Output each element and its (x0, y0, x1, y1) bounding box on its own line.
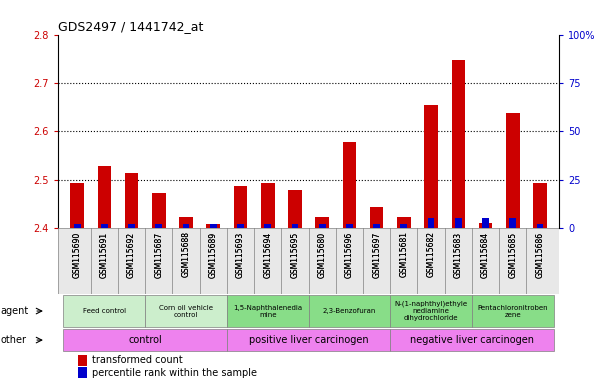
Bar (343, 142, 356, 228)
Text: GSM115685: GSM115685 (508, 232, 518, 278)
Bar (533, 183, 547, 228)
Bar (70, 183, 84, 228)
Bar (128, 224, 135, 228)
Text: GSM115682: GSM115682 (426, 232, 436, 277)
Text: GSM115692: GSM115692 (127, 232, 136, 278)
Text: GSM115683: GSM115683 (454, 232, 463, 278)
Text: positive liver carcinogen: positive liver carcinogen (249, 335, 368, 345)
FancyBboxPatch shape (227, 295, 309, 327)
Text: other: other (1, 335, 27, 345)
Text: GSM115688: GSM115688 (181, 232, 191, 277)
Bar (155, 224, 162, 228)
Bar (536, 224, 543, 228)
Text: GSM115689: GSM115689 (209, 232, 218, 278)
FancyBboxPatch shape (390, 295, 472, 327)
Bar (152, 193, 166, 228)
Bar (397, 217, 411, 228)
Text: GSM115694: GSM115694 (263, 232, 273, 278)
Bar (125, 174, 138, 228)
Text: GSM115693: GSM115693 (236, 232, 245, 278)
Text: GSM115681: GSM115681 (400, 232, 408, 277)
Text: GSM115687: GSM115687 (155, 232, 163, 278)
FancyBboxPatch shape (64, 329, 227, 351)
Text: GSM115691: GSM115691 (100, 232, 109, 278)
FancyBboxPatch shape (309, 295, 390, 327)
Text: GSM115687: GSM115687 (155, 232, 163, 278)
Bar (288, 190, 302, 228)
Text: percentile rank within the sample: percentile rank within the sample (92, 368, 257, 378)
Text: GSM115697: GSM115697 (372, 232, 381, 278)
Text: GSM115681: GSM115681 (400, 232, 408, 277)
Bar (482, 218, 489, 228)
FancyBboxPatch shape (145, 295, 227, 327)
Bar (315, 217, 329, 228)
Bar (210, 224, 217, 228)
Text: GSM115693: GSM115693 (236, 232, 245, 278)
Text: Pentachloronitroben
zene: Pentachloronitroben zene (477, 305, 548, 318)
Bar (400, 224, 408, 228)
Bar (370, 207, 384, 228)
Bar (98, 166, 111, 228)
FancyBboxPatch shape (390, 329, 554, 351)
Text: 1,5-Naphthalenedia
mine: 1,5-Naphthalenedia mine (233, 305, 302, 318)
Bar (74, 224, 81, 228)
Bar (424, 105, 438, 228)
Bar (506, 113, 519, 228)
Text: GSM115682: GSM115682 (426, 232, 436, 277)
Text: transformed count: transformed count (92, 355, 183, 365)
Bar (179, 217, 193, 228)
Bar (207, 224, 220, 228)
Bar (373, 224, 380, 228)
Text: GSM115696: GSM115696 (345, 232, 354, 278)
Bar (452, 60, 465, 228)
Bar (183, 224, 189, 228)
Bar (291, 224, 298, 228)
Bar (78, 355, 87, 366)
Text: GSM115695: GSM115695 (290, 232, 299, 278)
Bar (265, 224, 271, 228)
Text: GSM115697: GSM115697 (372, 232, 381, 278)
Text: agent: agent (1, 306, 29, 316)
Text: GSM115686: GSM115686 (535, 232, 544, 278)
Text: GSM115688: GSM115688 (181, 232, 191, 277)
Bar (78, 367, 87, 378)
Text: GSM115694: GSM115694 (263, 232, 273, 278)
Bar (479, 223, 492, 228)
Text: GSM115680: GSM115680 (318, 232, 327, 278)
FancyBboxPatch shape (472, 295, 554, 327)
Text: GSM115684: GSM115684 (481, 232, 490, 278)
Text: GSM115683: GSM115683 (454, 232, 463, 278)
FancyBboxPatch shape (227, 329, 390, 351)
Text: GSM115692: GSM115692 (127, 232, 136, 278)
Text: GSM115686: GSM115686 (535, 232, 544, 278)
FancyBboxPatch shape (64, 295, 145, 327)
Text: negative liver carcinogen: negative liver carcinogen (410, 335, 534, 345)
Text: GSM115685: GSM115685 (508, 232, 518, 278)
Text: GSM115691: GSM115691 (100, 232, 109, 278)
Text: N-(1-naphthyl)ethyle
nediamine
dihydrochloride: N-(1-naphthyl)ethyle nediamine dihydroch… (395, 301, 467, 321)
Text: GSM115684: GSM115684 (481, 232, 490, 278)
Text: GSM115695: GSM115695 (290, 232, 299, 278)
Text: 2,3-Benzofuran: 2,3-Benzofuran (323, 308, 376, 314)
Text: GDS2497 / 1441742_at: GDS2497 / 1441742_at (58, 20, 203, 33)
Text: GSM115690: GSM115690 (73, 232, 82, 278)
Bar (233, 186, 247, 228)
Bar (428, 218, 434, 228)
Text: GSM115696: GSM115696 (345, 232, 354, 278)
Text: GSM115680: GSM115680 (318, 232, 327, 278)
Text: GSM115689: GSM115689 (209, 232, 218, 278)
Bar (346, 224, 353, 228)
Bar (455, 218, 462, 228)
Bar (237, 224, 244, 228)
Text: GSM115690: GSM115690 (73, 232, 82, 278)
Bar (261, 183, 274, 228)
Text: control: control (128, 335, 162, 345)
Bar (510, 218, 516, 228)
FancyBboxPatch shape (58, 228, 559, 295)
Bar (319, 224, 326, 228)
Bar (101, 224, 108, 228)
Text: Corn oil vehicle
control: Corn oil vehicle control (159, 305, 213, 318)
Text: Feed control: Feed control (82, 308, 126, 314)
